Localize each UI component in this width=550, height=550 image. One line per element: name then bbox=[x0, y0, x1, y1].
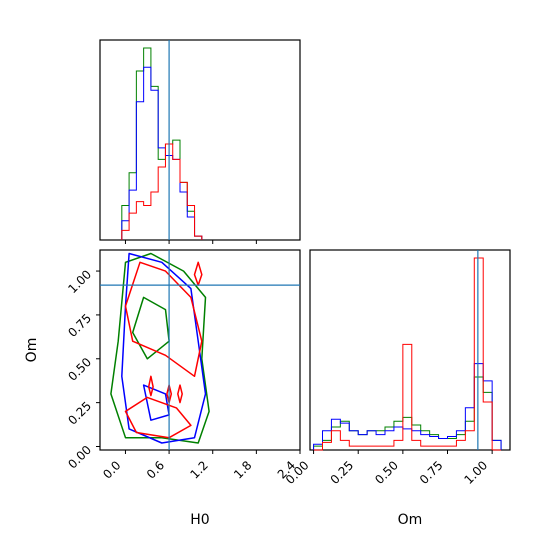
joint-y-tick-label-4: 1.00 bbox=[65, 267, 94, 296]
h0-om-joint-panel: 0.0 0.6 1.2 1.8 2.40.000.250.500.751.00 bbox=[65, 249, 301, 482]
contour-5 bbox=[124, 396, 192, 439]
joint-x-tick-label-0: 0.0 bbox=[100, 458, 123, 481]
histogram-series-2 bbox=[313, 257, 502, 451]
x-axis-title-om: Om bbox=[398, 512, 423, 528]
joint-y-tick-label-2: 0.50 bbox=[65, 355, 94, 384]
joint-y-tick-label-0: 0.00 bbox=[65, 443, 94, 472]
histogram-series-1 bbox=[313, 363, 502, 450]
contour-0 bbox=[110, 252, 210, 444]
h0-histogram-frame bbox=[99, 39, 301, 241]
joint-frame bbox=[99, 249, 301, 451]
om-x-tick-label-2: 0.50 bbox=[372, 458, 401, 487]
histogram-series-0 bbox=[121, 47, 203, 240]
om-x-tick-label-4: 1.00 bbox=[461, 458, 490, 487]
contour-3 bbox=[142, 384, 170, 421]
joint-y-tick-label-3: 0.75 bbox=[65, 311, 94, 340]
y-axis-title-om: Om bbox=[24, 338, 40, 363]
joint-x-tick-label-2: 1.2 bbox=[187, 458, 210, 481]
x-axis-title-h0: H0 bbox=[190, 512, 209, 528]
contour-1 bbox=[131, 296, 170, 360]
histogram-series-1 bbox=[121, 66, 203, 240]
contour-9 bbox=[177, 384, 183, 404]
joint-x-tick-label-3: 1.8 bbox=[231, 458, 254, 481]
om-histogram-panel: 0.00 0.25 0.50 0.75 1.00 bbox=[283, 249, 511, 487]
histogram-series-2 bbox=[121, 143, 203, 240]
contour-2 bbox=[121, 252, 207, 444]
histogram-series-0 bbox=[313, 376, 502, 450]
joint-y-tick-label-1: 0.25 bbox=[65, 399, 94, 428]
om-x-tick-label-1: 0.25 bbox=[328, 458, 357, 487]
om-histogram-frame bbox=[309, 249, 511, 451]
contour-4 bbox=[124, 261, 203, 378]
h0-histogram-panel bbox=[99, 39, 301, 244]
contour-6 bbox=[193, 261, 203, 286]
joint-x-tick-label-1: 0.6 bbox=[144, 458, 167, 481]
contour-7 bbox=[147, 375, 154, 397]
om-x-tick-label-3: 0.75 bbox=[417, 458, 446, 487]
